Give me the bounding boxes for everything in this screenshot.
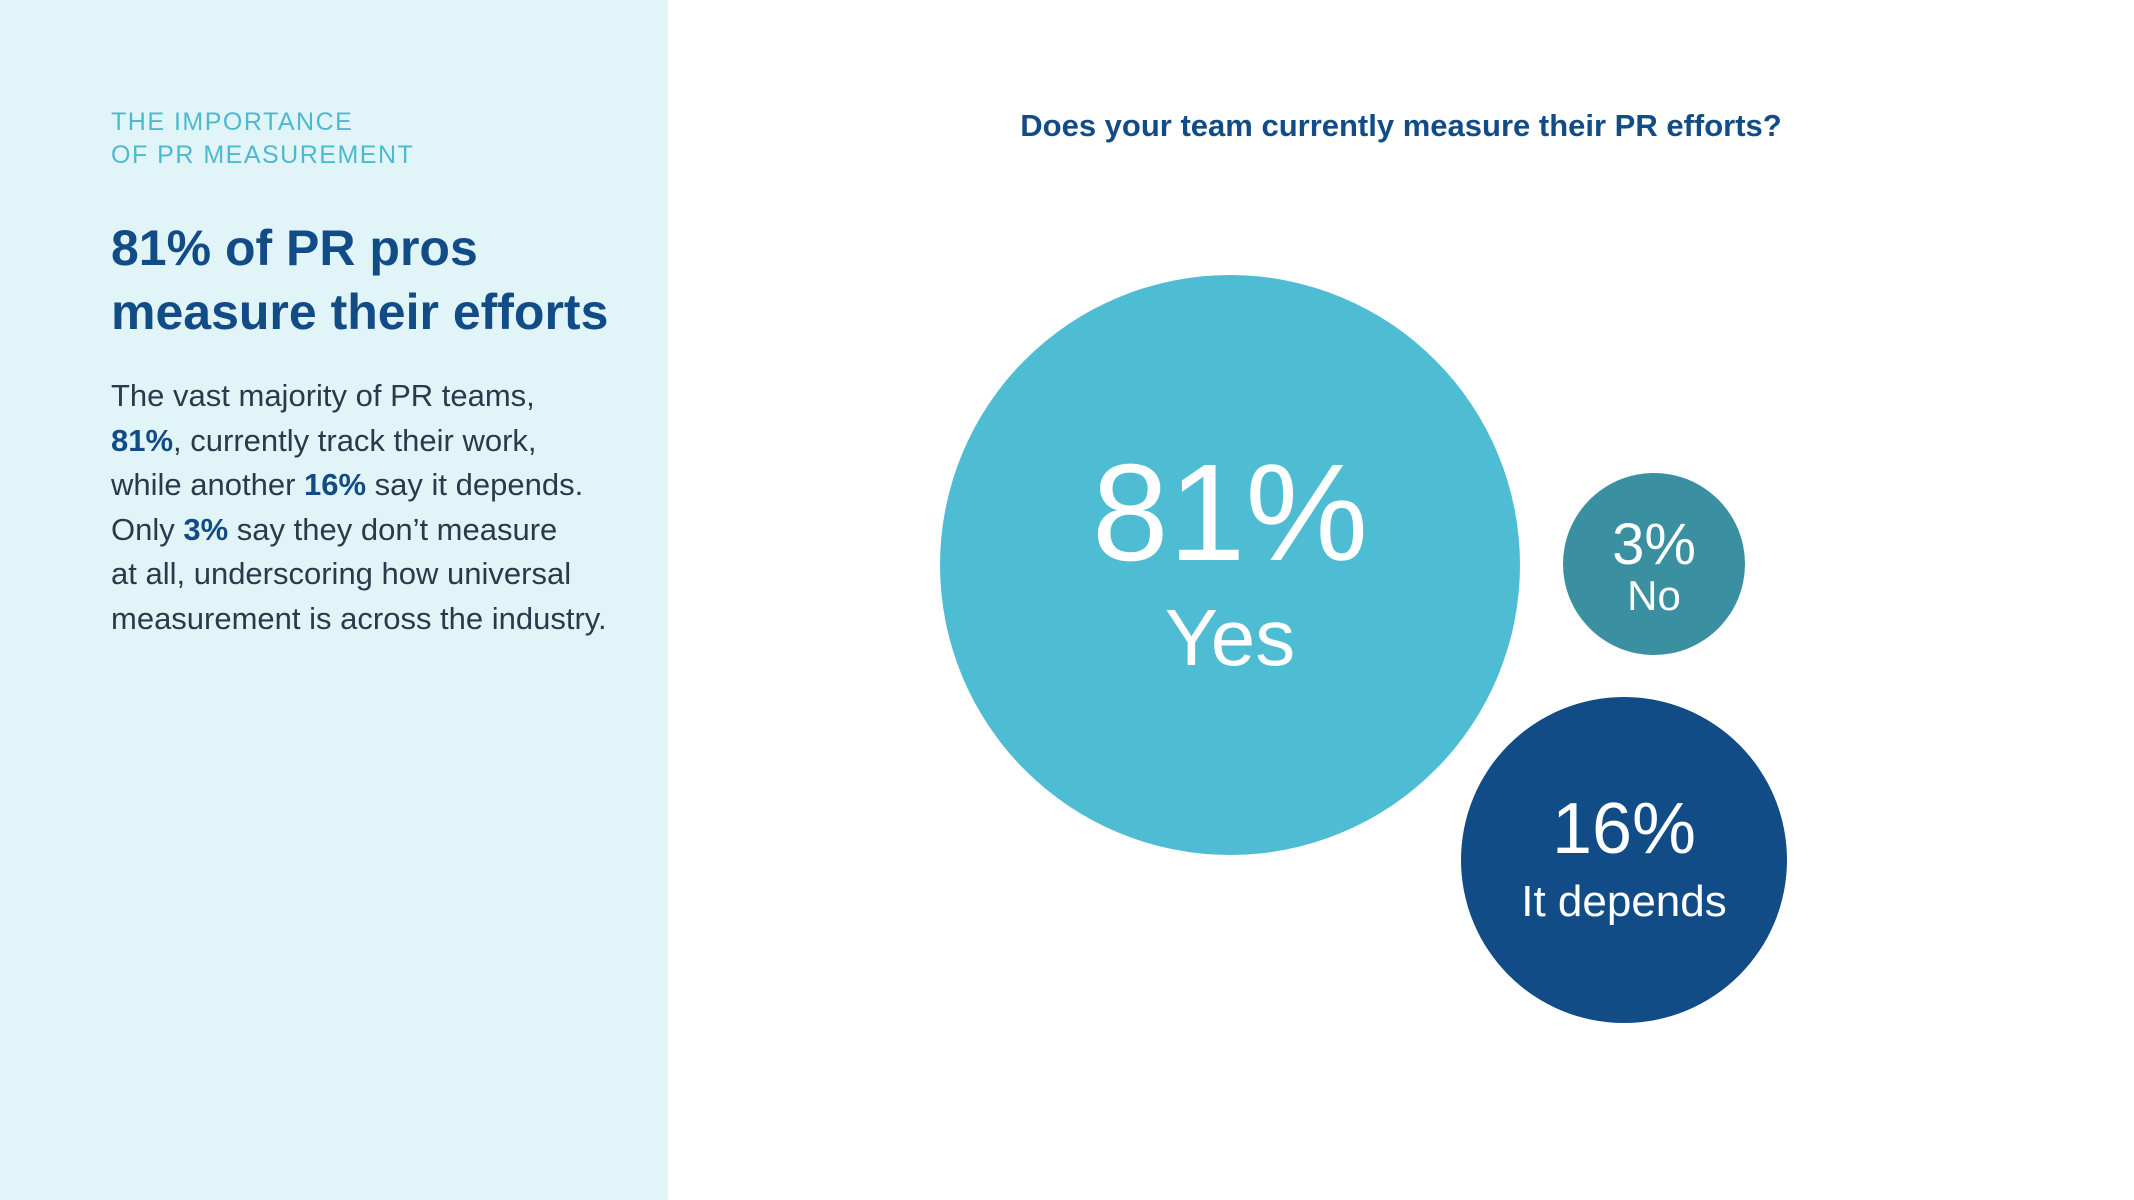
bubble-chart: 81%Yes 3%No 16% It depends — [940, 275, 1787, 1023]
bubble-no — [1563, 473, 1745, 655]
bubble-it-depends — [1461, 697, 1787, 1023]
body-text: say they don’t measure — [228, 511, 558, 547]
body-highlight-yes: 81% — [111, 422, 174, 458]
bubble-label-no: No — [1627, 572, 1681, 619]
eyebrow-line-1: THE IMPORTANCE — [111, 108, 354, 136]
bubble-yes — [940, 275, 1520, 855]
headline-line-2: measure their efforts — [111, 284, 609, 340]
bubble-value-no: 3% — [1612, 512, 1696, 577]
eyebrow-line-2: OF PR MEASUREMENT — [111, 141, 415, 169]
page-headline: 81% of PR pros measure their efforts — [111, 216, 651, 344]
body-text: say it depends. — [366, 467, 584, 502]
body-highlight-no: 3% — [183, 511, 229, 547]
headline-line-1: 81% of PR pros — [111, 220, 478, 276]
body-text: Only — [111, 511, 184, 547]
body-line-2: 81%, currently track their work, — [111, 419, 631, 464]
body-text: The vast majority of PR teams, — [111, 378, 535, 413]
body-text: while another — [111, 467, 305, 502]
body-line-4: Only 3% say they don’t measure — [111, 508, 631, 553]
bubble-value-yes: 81% — [1092, 436, 1368, 590]
section-eyebrow: THE IMPORTANCE OF PR MEASUREMENT — [111, 106, 631, 172]
bubble-value-it-depends: 16% — [1552, 789, 1696, 869]
body-line-3: while another 16% say it depends. — [111, 463, 631, 508]
body-line-6: measurement is across the industry. — [111, 597, 631, 642]
body-text: at all, underscoring how universal — [111, 556, 572, 591]
body-paragraph: The vast majority of PR teams, 81%, curr… — [111, 374, 631, 641]
body-line-5: at all, underscoring how universal — [111, 552, 631, 597]
body-text: , currently track their work, — [173, 422, 537, 458]
body-line-1: The vast majority of PR teams, — [111, 374, 631, 419]
chart-title: Does your team currently measure their P… — [1020, 108, 1782, 143]
body-text: measurement is across the industry. — [111, 600, 607, 636]
bubble-label-it-depends: It depends — [1521, 877, 1727, 926]
bubble-label-yes: Yes — [1165, 593, 1296, 682]
sidebar-panel: THE IMPORTANCE OF PR MEASUREMENT 81% of … — [0, 0, 668, 1200]
body-highlight-depends: 16% — [304, 467, 367, 502]
